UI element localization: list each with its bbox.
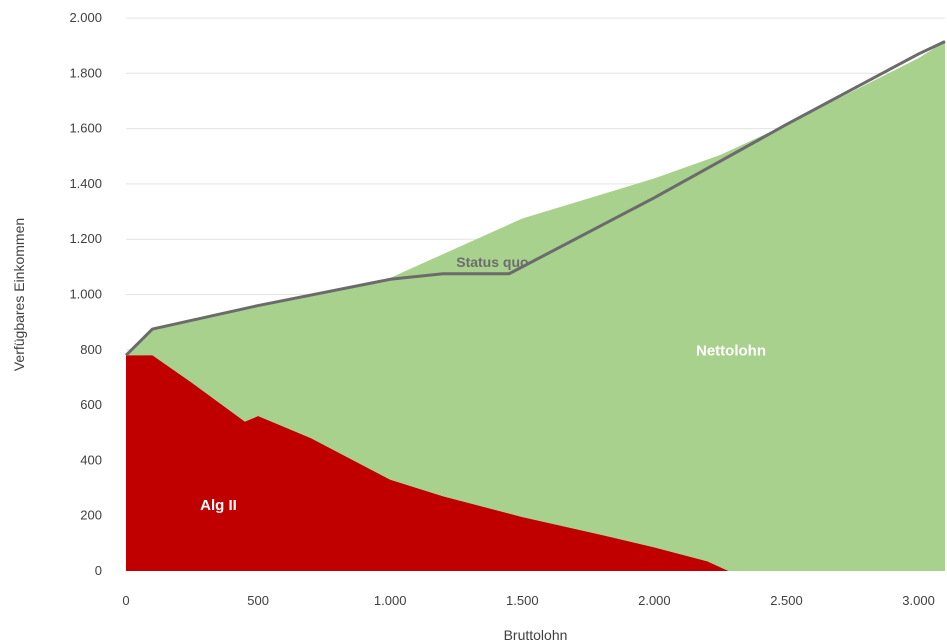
y-tick-label: 1.600 xyxy=(69,121,102,136)
series-labels: Alg II Nettolohn Status quo xyxy=(200,254,766,514)
x-tick-label: 3.000 xyxy=(902,593,935,608)
area-alg-ii xyxy=(126,355,729,571)
line-series xyxy=(124,40,946,357)
y-tick-label: 200 xyxy=(80,508,102,523)
x-tick-label: 500 xyxy=(247,593,269,608)
x-tick-label: 2.500 xyxy=(770,593,803,608)
x-tick-label: 0 xyxy=(122,593,129,608)
y-tick-label: 2.000 xyxy=(69,10,102,25)
y-tick-label: 0 xyxy=(95,563,102,578)
y-tick-label: 1.400 xyxy=(69,176,102,191)
line-status-quo xyxy=(124,40,946,357)
y-axis-title: Verfügbares Einkommen xyxy=(11,218,27,371)
x-tick-label: 2.000 xyxy=(638,593,671,608)
series-label-alg-ii: Alg II xyxy=(200,497,237,514)
y-tick-label: 1.800 xyxy=(69,65,102,80)
series-label-nettolohn: Nettolohn xyxy=(696,342,766,359)
y-tick-label: 1.200 xyxy=(69,231,102,246)
y-tick-label: 400 xyxy=(80,452,102,467)
y-axis-ticks: 0 200 400 600 800 1.000 1.200 1.400 1.600 1.800 2.… xyxy=(69,10,102,578)
y-tick-label: 600 xyxy=(80,397,102,412)
area-series xyxy=(126,41,945,571)
y-tick-label: 800 xyxy=(80,342,102,357)
x-axis-ticks: 0 500 1.000 1.500 2.000 2.500 3.000 xyxy=(122,593,934,608)
y-tick-label: 1.000 xyxy=(69,287,102,302)
x-tick-label: 1.000 xyxy=(374,593,407,608)
series-label-status-quo: Status quo xyxy=(456,254,528,270)
area-nettolohn xyxy=(126,41,945,571)
x-tick-label: 1.500 xyxy=(506,593,539,608)
x-axis-title: Bruttolohn xyxy=(504,627,568,643)
